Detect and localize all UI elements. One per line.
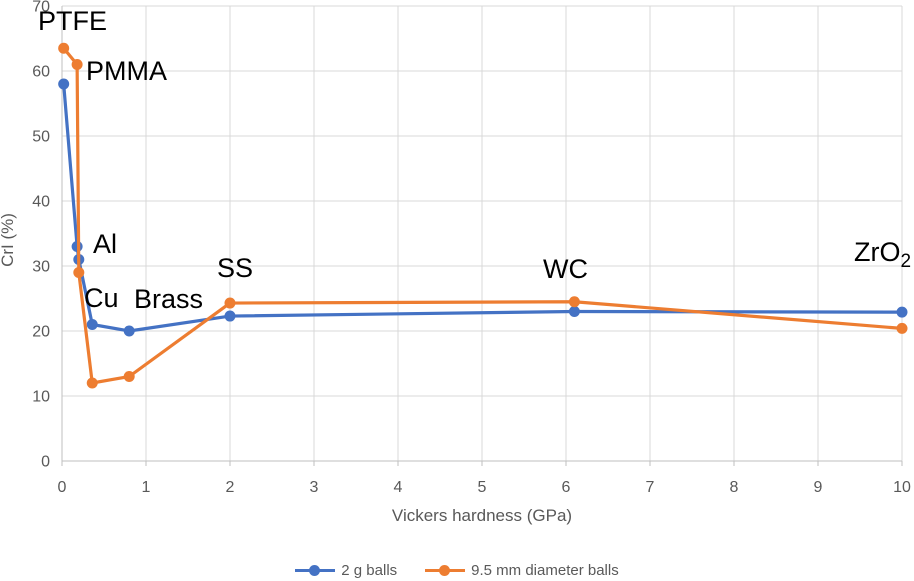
legend-label: 9.5 mm diameter balls: [471, 561, 619, 579]
y-tick-label: 0: [41, 454, 50, 471]
data-point-ptfe-2-g-balls: [58, 78, 70, 90]
data-point-cu-9-5-mm-diameter-balls: [86, 377, 98, 389]
material-label-cu: Cu: [84, 283, 119, 313]
x-tick-label: 3: [310, 479, 319, 496]
x-tick-label: 10: [893, 479, 911, 496]
data-point-al-9-5-mm-diameter-balls: [73, 267, 85, 278]
material-label-wc: WC: [543, 254, 588, 284]
material-label-al: Al: [93, 229, 117, 259]
material-label-brass: Brass: [134, 284, 203, 314]
x-tick-label: 7: [646, 479, 655, 496]
x-axis-title: Vickers hardness (GPa): [392, 506, 572, 525]
material-label-pmma: PMMA: [86, 56, 167, 86]
data-point-zro2-2-g-balls: [896, 306, 908, 318]
line-marker-icon: [295, 564, 336, 576]
data-point-ss-9-5-mm-diameter-balls: [224, 297, 236, 309]
y-tick-label: 60: [32, 64, 50, 81]
data-point-brass-2-g-balls: [123, 325, 135, 337]
material-label-zro2: ZrO2: [854, 237, 911, 272]
data-point-wc-2-g-balls: [568, 306, 580, 317]
data-point-brass-9-5-mm-diameter-balls: [123, 371, 135, 382]
data-point-pmma-9-5-mm-diameter-balls: [71, 59, 83, 70]
x-tick-label: 4: [394, 479, 403, 496]
series-line-9-5-mm-diameter-balls: [62, 47, 903, 385]
x-tick-label: 8: [730, 479, 739, 496]
x-tick-label: 6: [562, 479, 571, 496]
y-tick-label: 50: [32, 129, 50, 146]
y-tick-label: 20: [32, 324, 50, 341]
data-point-zro2-9-5-mm-diameter-balls: [896, 322, 908, 334]
legend-item-2-g-balls: 2 g balls: [295, 562, 397, 579]
material-label-ss: SS: [217, 253, 253, 283]
x-tick-label: 9: [814, 479, 823, 496]
legend: 2 g balls 9.5 mm diameter balls: [0, 559, 914, 581]
line-marker-icon: [425, 564, 466, 576]
y-tick-label: 40: [32, 194, 50, 211]
data-point-cu-2-g-balls: [86, 319, 98, 330]
data-point-ss-2-g-balls: [224, 310, 236, 322]
x-tick-label: 5: [478, 479, 487, 496]
legend-label: 2 g balls: [341, 561, 398, 579]
x-tick-label: 0: [58, 479, 67, 496]
y-tick-label: 70: [32, 0, 50, 16]
material-label-ptfe: PTFE: [38, 6, 107, 36]
y-axis-title: CrI (%): [0, 213, 17, 267]
x-tick-label: 1: [142, 479, 151, 496]
data-point-ptfe-9-5-mm-diameter-balls: [58, 42, 70, 54]
data-point-wc-9-5-mm-diameter-balls: [568, 296, 580, 308]
plot-area: 0 10 20 30 40 50 60 70 0 1 2 3 4 5 6 7 8 9 10 Vickers hardn…: [0, 0, 911, 525]
x-tick-label: 2: [226, 479, 235, 496]
legend-item-9-5-mm-diameter-balls: 9.5 mm diameter balls: [425, 562, 619, 579]
y-tick-label: 10: [32, 389, 50, 406]
y-tick-label: 30: [32, 259, 50, 276]
